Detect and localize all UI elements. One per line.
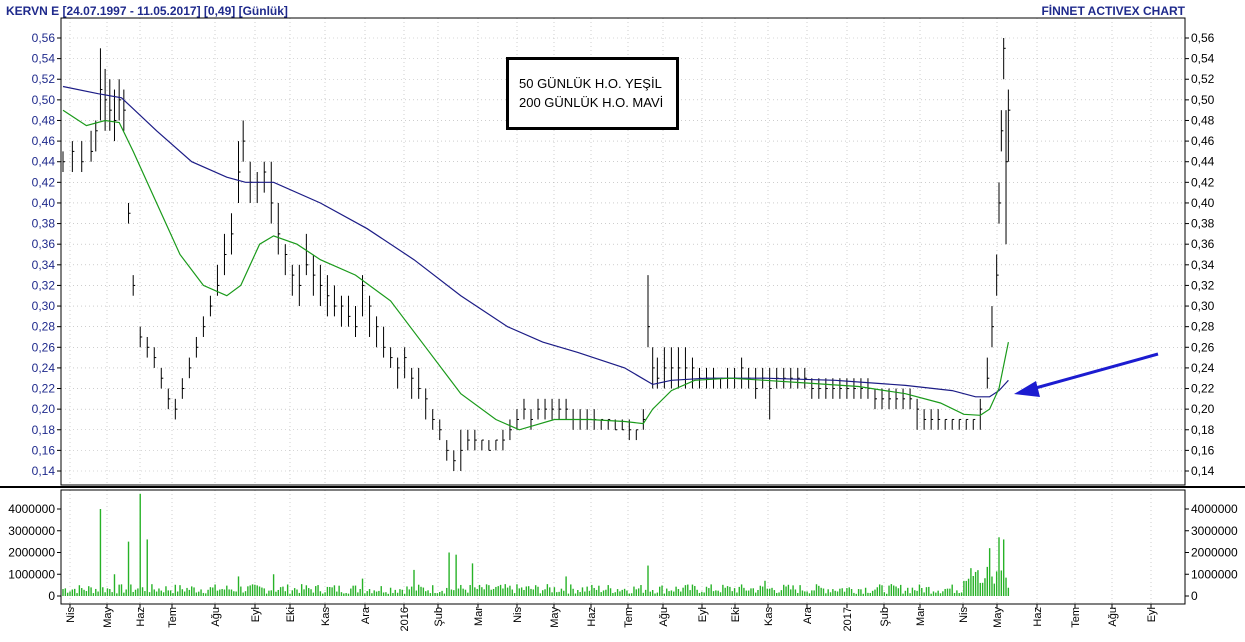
y-tick-label-left: 0,46 <box>32 134 56 148</box>
x-tick-label: Eki <box>730 607 742 622</box>
y-tick-label-left: 0,38 <box>32 217 56 231</box>
vol-tick-label-left: 2000000 <box>8 546 55 560</box>
legend-line-50: 50 GÜNLÜK H.O. YEŞİL <box>519 76 662 91</box>
y-tick-label-right: 0,32 <box>1191 278 1215 292</box>
x-tick-label: Nis <box>65 607 77 623</box>
x-tick-label: Eyl <box>250 607 262 622</box>
y-tick-label-left: 0,48 <box>32 113 56 127</box>
x-tick-label: Kas <box>320 607 332 626</box>
y-tick-label-left: 0,26 <box>32 340 56 354</box>
y-tick-label-right: 0,54 <box>1191 52 1215 66</box>
x-tick-label: Haz <box>586 607 598 627</box>
x-tick-label: May <box>992 607 1004 628</box>
x-tick-label: Nis <box>512 607 524 623</box>
axes: 0,14 0,14 0,16 0,16 0,18 0,18 0,20 0,20 0,22 0,22… <box>0 17 1245 631</box>
y-tick-label-right: 0,42 <box>1191 175 1215 189</box>
y-tick-label-left: 0,42 <box>32 175 56 189</box>
x-tick-label: Ara <box>802 606 814 624</box>
x-tick-label: May <box>549 607 561 628</box>
x-tick-label: Kas <box>763 607 775 626</box>
volume-panel-frame <box>60 489 1186 605</box>
y-tick-label-left: 0,56 <box>32 31 56 45</box>
y-tick-label-left: 0,36 <box>32 237 56 251</box>
x-tick-label: Ağu <box>658 607 670 627</box>
x-tick-label: Eki <box>285 607 297 622</box>
vol-tick-label-left: 0 <box>48 589 55 603</box>
x-tick-label: Mar <box>915 607 927 626</box>
x-tick-label: Ağu <box>210 607 222 627</box>
y-tick-label-right: 0,46 <box>1191 134 1215 148</box>
ma50-line <box>62 109 1009 431</box>
y-tick-label-right: 0,24 <box>1191 361 1215 375</box>
y-tick-label-left: 0,52 <box>32 72 56 86</box>
y-tick-label-right: 0,48 <box>1191 113 1215 127</box>
y-tick-label-left: 0,14 <box>32 464 56 478</box>
y-tick-label-left: 0,40 <box>32 196 56 210</box>
y-tick-label-left: 0,44 <box>32 155 56 169</box>
x-tick-label: Eyl <box>697 607 709 622</box>
y-tick-label-left: 0,30 <box>32 299 56 313</box>
y-tick-label-right: 0,14 <box>1191 464 1215 478</box>
y-tick-label-right: 0,44 <box>1191 155 1215 169</box>
legend-box: 50 GÜNLÜK H.O. YEŞİL 200 GÜNLÜK H.O. MAV… <box>506 57 679 130</box>
y-tick-label-right: 0,50 <box>1191 93 1215 107</box>
x-tick-label: 2017 <box>842 607 854 631</box>
y-tick-label-left: 0,54 <box>32 52 56 66</box>
vol-tick-label-right: 2000000 <box>1191 546 1238 560</box>
y-tick-label-right: 0,40 <box>1191 196 1215 210</box>
moving-averages <box>62 85 1009 431</box>
y-tick-label-right: 0,52 <box>1191 72 1215 86</box>
vol-tick-label-right: 4000000 <box>1191 502 1238 516</box>
y-tick-label-left: 0,32 <box>32 278 56 292</box>
y-tick-label-left: 0,16 <box>32 443 56 457</box>
vol-tick-label-left: 4000000 <box>8 502 55 516</box>
x-tick-label: 2016 <box>399 607 411 631</box>
x-tick-label: Şub <box>879 607 891 627</box>
vol-tick-label-right: 0 <box>1191 589 1198 603</box>
y-tick-label-right: 0,22 <box>1191 382 1215 396</box>
x-tick-label: Ara <box>360 606 372 624</box>
y-tick-label-right: 0,38 <box>1191 217 1215 231</box>
y-tick-label-right: 0,56 <box>1191 31 1215 45</box>
x-tick-label: Haz <box>1032 607 1044 627</box>
ma200-line <box>62 85 1009 398</box>
chart-header-title: KERVN E [24.07.1997 - 11.05.2017] [0,49]… <box>6 4 288 18</box>
x-tick-label: Tem <box>623 607 635 628</box>
volume-bars <box>62 493 1010 596</box>
y-tick-label-right: 0,28 <box>1191 320 1215 334</box>
legend-line-200: 200 GÜNLÜK H.O. MAVİ <box>519 95 664 110</box>
vol-tick-label-right: 3000000 <box>1191 524 1238 538</box>
x-tick-label: Ağu <box>1107 607 1119 627</box>
y-tick-label-left: 0,28 <box>32 320 56 334</box>
arrow-shaft <box>1031 352 1159 391</box>
vol-tick-label-left: 3000000 <box>8 524 55 538</box>
x-tick-label: Eyl <box>1146 607 1158 622</box>
y-tick-label-right: 0,34 <box>1191 258 1215 272</box>
x-tick-label: Nis <box>958 607 970 623</box>
y-tick-label-left: 0,34 <box>32 258 56 272</box>
price-panel-frame <box>60 17 1186 486</box>
x-tick-label: Şub <box>433 607 445 627</box>
y-tick-label-right: 0,18 <box>1191 423 1215 437</box>
y-tick-label-right: 0,30 <box>1191 299 1215 313</box>
y-tick-label-left: 0,22 <box>32 382 56 396</box>
y-tick-label-right: 0,20 <box>1191 402 1215 416</box>
y-tick-label-right: 0,26 <box>1191 340 1215 354</box>
x-tick-label: Tem <box>1070 607 1082 628</box>
vol-tick-label-left: 1000000 <box>8 567 55 581</box>
arrow-head <box>1014 381 1040 397</box>
x-tick-label: Mar <box>473 607 485 626</box>
y-tick-label-right: 0,36 <box>1191 237 1215 251</box>
chart-header-brand: FİNNET ACTIVEX CHART <box>1041 4 1185 18</box>
y-tick-label-left: 0,24 <box>32 361 56 375</box>
x-tick-label: Tem <box>167 607 179 628</box>
x-tick-label: May <box>102 607 114 628</box>
y-tick-label-right: 0,16 <box>1191 443 1215 457</box>
vol-tick-label-right: 1000000 <box>1191 567 1238 581</box>
arrow-annotation <box>1014 352 1159 397</box>
x-tick-label: Haz <box>135 607 147 627</box>
y-tick-label-left: 0,50 <box>32 93 56 107</box>
y-tick-label-left: 0,20 <box>32 402 56 416</box>
y-tick-label-left: 0,18 <box>32 423 56 437</box>
